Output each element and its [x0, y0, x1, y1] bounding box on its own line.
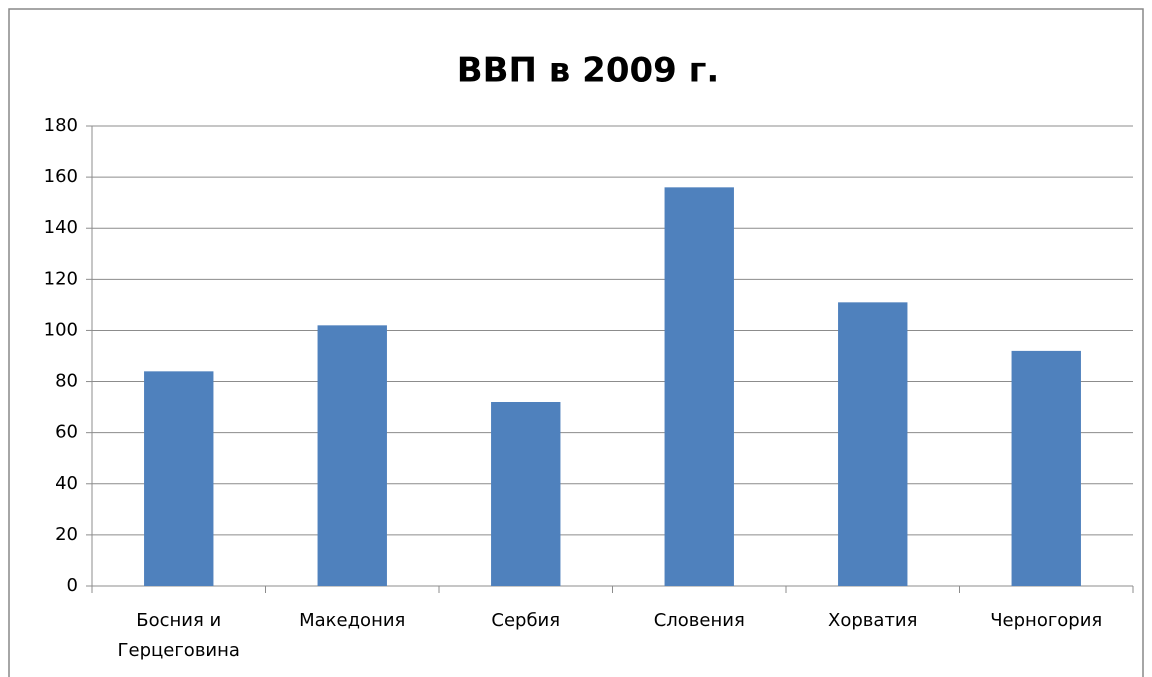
y-tick-label: 100 [44, 319, 78, 340]
y-tick-label: 20 [55, 524, 78, 545]
x-tick-label: Словения [653, 610, 745, 631]
x-tick-label: Македония [299, 610, 406, 631]
bar [317, 325, 387, 586]
y-tick-label: 160 [44, 166, 78, 187]
x-tick-label: Хорватия [828, 610, 918, 631]
x-tick-label: Босния и Герцеговина [117, 610, 240, 661]
bar [1011, 350, 1081, 586]
y-tick-label: 120 [44, 268, 78, 289]
y-tick-label: 180 [44, 115, 78, 136]
bar [664, 187, 734, 587]
y-tick-label: 60 [55, 422, 78, 443]
bar [838, 302, 908, 586]
y-tick-label: 40 [55, 473, 78, 494]
x-tick-label: Черногория [990, 610, 1103, 631]
y-tick-label: 140 [44, 217, 78, 238]
y-tick-label: 80 [55, 371, 78, 392]
x-tick-label: Сербия [491, 610, 561, 631]
chart-frame [8, 8, 1144, 677]
chart-title: ВВП в 2009 г. [457, 51, 720, 91]
y-tick-label: 0 [67, 575, 78, 596]
bar [144, 371, 214, 586]
bar [491, 402, 561, 586]
